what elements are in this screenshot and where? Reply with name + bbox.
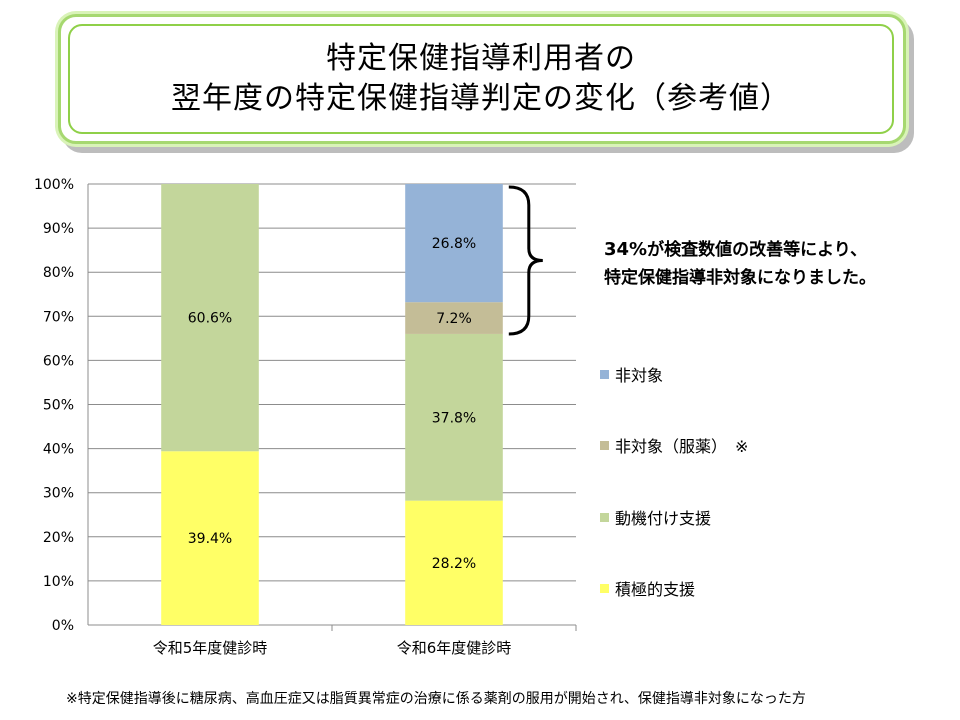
bar-segment bbox=[161, 184, 259, 452]
curly-bracket bbox=[508, 185, 543, 336]
legend-swatch bbox=[600, 512, 609, 522]
y-tick-label: 80% bbox=[43, 265, 74, 281]
chart-annotation: 34%が検査数値の改善等により、 特定保健指導非対象になりました。 bbox=[604, 236, 876, 292]
y-tick-label: 70% bbox=[43, 309, 74, 325]
footnote: ※特定保健指導後に糖尿病、高血圧症又は脂質異常症の治療に係る薬剤の服用が開始され… bbox=[66, 691, 806, 707]
annotation-percent: 34% bbox=[604, 239, 648, 260]
y-tick-label: 10% bbox=[43, 574, 74, 590]
data-label: 28.2% bbox=[432, 556, 476, 572]
title-frame bbox=[58, 14, 906, 144]
legend-item-active-support: 積極的支援 bbox=[600, 576, 695, 600]
legend-label: 非対象（服薬） ※ bbox=[615, 437, 749, 456]
page-title-line1: 特定保健指導利用者の bbox=[326, 41, 636, 76]
legend-swatch bbox=[600, 369, 609, 379]
legend-item-non-target: 非対象 bbox=[600, 362, 663, 386]
legend-label: 非対象 bbox=[615, 366, 664, 385]
legend-item-non-target-medication: 非対象（服薬） ※ bbox=[600, 433, 748, 457]
bar-segment bbox=[405, 302, 503, 334]
bar-segment bbox=[405, 333, 503, 501]
y-tick-label: 100% bbox=[34, 177, 74, 193]
y-tick-label: 60% bbox=[43, 353, 74, 369]
y-tick-label: 0% bbox=[52, 618, 74, 634]
legend-swatch bbox=[600, 440, 609, 450]
page-title-line2: 翌年度の特定保健指導判定の変化（参考値） bbox=[171, 81, 791, 116]
data-label: 60.6% bbox=[188, 311, 232, 327]
data-label: 7.2% bbox=[436, 311, 472, 327]
y-tick-label: 90% bbox=[43, 221, 74, 237]
legend-label: 動機付け支援 bbox=[615, 509, 712, 528]
annotation-text-1: が検査数値の改善等により、 bbox=[647, 240, 868, 260]
data-label: 37.8% bbox=[432, 410, 476, 426]
y-tick-label: 20% bbox=[43, 530, 74, 546]
data-label: 26.8% bbox=[432, 236, 476, 252]
data-label: 39.4% bbox=[188, 531, 232, 547]
x-tick-label: 令和6年度健診時 bbox=[397, 639, 512, 657]
title-panel: 特定保健指導利用者の 翌年度の特定保健指導判定の変化（参考値） bbox=[68, 24, 894, 134]
x-tick-label: 令和5年度健診時 bbox=[153, 639, 268, 657]
legend-item-motivational-support: 動機付け支援 bbox=[600, 505, 711, 529]
y-tick-label: 30% bbox=[43, 486, 74, 502]
bar-segment bbox=[405, 500, 503, 625]
annotation-text-2: 特定保健指導非対象になりました。 bbox=[604, 268, 876, 288]
bar-segment bbox=[405, 184, 503, 303]
legend-label: 積極的支援 bbox=[615, 580, 696, 599]
legend-swatch bbox=[600, 583, 609, 593]
bar-segment bbox=[161, 451, 259, 625]
y-tick-label: 50% bbox=[43, 398, 74, 414]
y-tick-label: 40% bbox=[43, 442, 74, 458]
